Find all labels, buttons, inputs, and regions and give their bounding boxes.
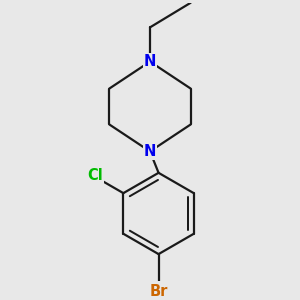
Text: N: N <box>144 144 156 159</box>
Text: Br: Br <box>149 284 168 299</box>
Text: Cl: Cl <box>87 168 103 183</box>
Text: N: N <box>144 54 156 69</box>
